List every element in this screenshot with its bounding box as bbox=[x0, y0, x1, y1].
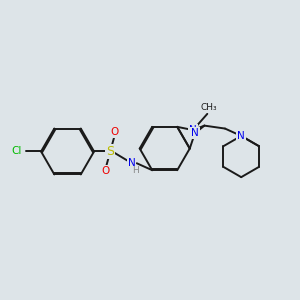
Text: N: N bbox=[237, 131, 245, 141]
Text: N: N bbox=[189, 125, 197, 135]
Text: CH₃: CH₃ bbox=[200, 103, 217, 112]
Text: O: O bbox=[110, 127, 119, 137]
Text: S: S bbox=[106, 145, 114, 158]
Text: O: O bbox=[102, 166, 110, 176]
Text: N: N bbox=[191, 128, 199, 138]
Text: N: N bbox=[128, 158, 135, 168]
Text: Cl: Cl bbox=[12, 146, 22, 157]
Text: H: H bbox=[132, 167, 139, 176]
